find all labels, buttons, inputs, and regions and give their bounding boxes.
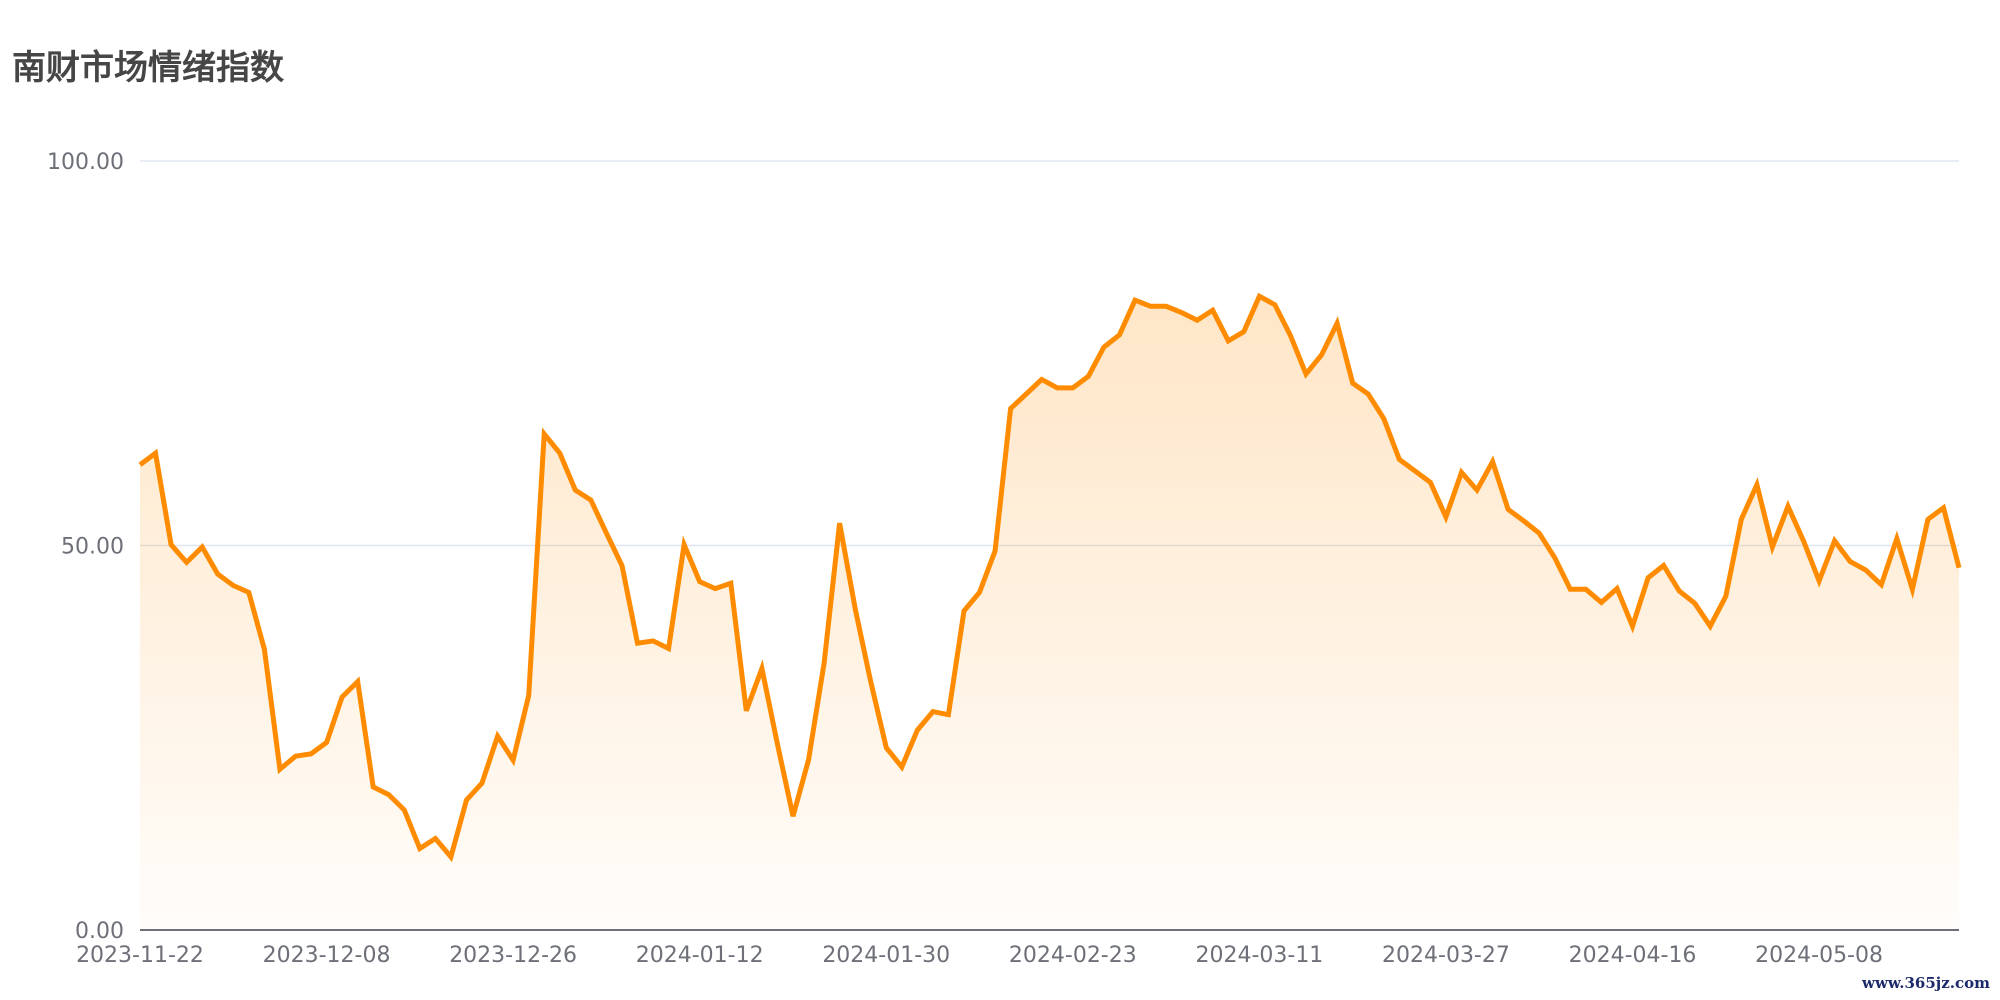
chart-title: 南财市场情绪指数 <box>12 48 284 88</box>
x-tick-label: 2024-03-27 <box>1382 943 1510 968</box>
x-tick-label: 2023-12-26 <box>449 943 577 968</box>
x-tick-label: 2024-01-30 <box>822 943 950 968</box>
x-tick-label: 2023-11-22 <box>76 943 204 968</box>
y-tick-label: 100.00 <box>47 150 124 175</box>
x-tick-label: 2024-01-12 <box>636 943 764 968</box>
x-tick-label: 2023-12-08 <box>263 943 391 968</box>
area-fill <box>140 296 1959 930</box>
y-tick-label: 50.00 <box>61 535 124 560</box>
x-tick-label: 2024-05-08 <box>1755 943 1883 968</box>
x-tick-label: 2024-03-11 <box>1195 943 1323 968</box>
series-line <box>138 292 1962 863</box>
x-tick-label: 2024-04-16 <box>1569 943 1697 968</box>
x-tick-label: 2024-02-23 <box>1009 943 1137 968</box>
y-tick-label: 0.00 <box>75 919 124 944</box>
watermark: www.365jz.com <box>1862 974 1990 992</box>
